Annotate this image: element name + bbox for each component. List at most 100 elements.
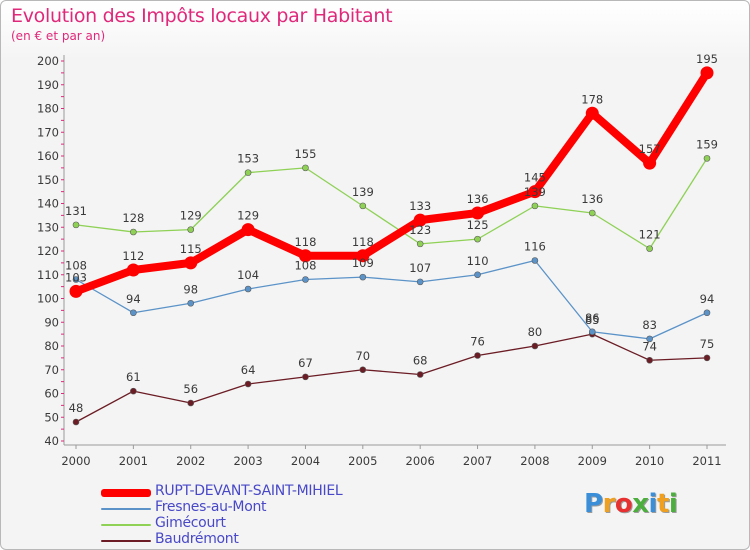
y-tick-label: 130 (37, 220, 59, 234)
data-label: 118 (352, 235, 374, 249)
legend-swatch (101, 524, 151, 526)
data-label: 129 (237, 209, 259, 223)
data-point (474, 271, 481, 279)
logo-letter: x (632, 489, 649, 519)
series-line (72, 68, 711, 296)
data-label: 123 (409, 223, 431, 237)
data-label: 104 (237, 268, 259, 282)
legend-label: Gimécourt (155, 515, 226, 531)
data-point (471, 206, 485, 220)
data-label: 107 (409, 261, 431, 275)
data-label: 178 (581, 92, 603, 106)
data-point (69, 284, 83, 298)
data-label: 75 (700, 337, 715, 351)
y-tick-label: 180 (37, 102, 59, 116)
data-label: 80 (528, 325, 543, 339)
data-point (416, 278, 424, 286)
legend-swatch (101, 508, 151, 510)
data-point (244, 285, 252, 293)
data-label: 67 (298, 356, 313, 370)
data-label: 155 (294, 147, 316, 161)
data-point (359, 366, 367, 374)
data-point (298, 249, 312, 263)
data-point (244, 380, 252, 388)
y-tick-label: 40 (44, 434, 59, 448)
legend-label: RUPT-DEVANT-SAINT-MIHIEL (155, 483, 343, 499)
chart-subtitle: (en € et par an) (11, 29, 106, 43)
data-label: 85 (585, 313, 600, 327)
data-labels: 103 112 115 129 118 118 133 136 145 178 157 195 108 9… (65, 52, 718, 415)
data-point (72, 276, 80, 283)
data-label: 64 (241, 363, 256, 377)
data-point (359, 273, 367, 281)
data-label: 128 (122, 211, 144, 225)
data-point (302, 276, 309, 283)
y-tick-label: 190 (37, 78, 59, 92)
data-label: 70 (355, 349, 370, 363)
data-label: 125 (467, 218, 489, 232)
legend-label: Baudrémont (155, 531, 239, 547)
data-point (531, 342, 539, 350)
logo-letter: r (602, 489, 616, 519)
data-label: 195 (696, 52, 718, 66)
data-label: 61 (126, 370, 141, 384)
data-label: 94 (700, 292, 715, 306)
data-label: 133 (409, 199, 431, 213)
y-tick-label: 150 (37, 173, 59, 187)
x-tick-label: 2011 (692, 454, 721, 468)
x-tick-label: 2005 (348, 454, 377, 468)
x-tick-label: 2002 (176, 454, 205, 468)
y-tick-label: 70 (44, 363, 59, 377)
data-label: 118 (294, 235, 316, 249)
data-point (531, 202, 539, 210)
legend-swatch (101, 489, 151, 497)
data-point (703, 155, 711, 162)
data-point (356, 249, 370, 263)
legend-label: Fresnes-au-Mont (155, 499, 267, 515)
data-point (474, 352, 481, 359)
data-point (416, 371, 424, 378)
data-point (72, 221, 80, 229)
data-point (474, 235, 481, 243)
data-label: 112 (122, 249, 144, 263)
data-point (646, 335, 653, 343)
y-tick-label: 160 (37, 149, 59, 163)
x-tick-label: 2000 (61, 454, 90, 468)
x-tick-label: 2009 (578, 454, 607, 468)
data-label: 157 (639, 142, 661, 156)
data-point (126, 263, 140, 277)
data-label: 108 (294, 259, 316, 273)
data-label: 109 (352, 256, 374, 270)
x-tick-label: 2004 (291, 454, 320, 468)
data-point (72, 418, 80, 426)
proxiti-logo: Proxiti (584, 489, 678, 519)
data-point (187, 226, 195, 233)
data-label: 83 (642, 318, 657, 332)
x-tick-label: 2006 (406, 454, 435, 468)
legend-swatch (101, 540, 151, 542)
y-tick-label: 200 (37, 54, 59, 68)
x-tick-label: 2007 (463, 454, 492, 468)
data-label: 131 (65, 204, 87, 218)
series-points (69, 66, 714, 426)
data-label: 136 (581, 192, 603, 206)
x-tick-label: 2001 (119, 454, 148, 468)
data-point (241, 223, 255, 237)
data-label: 68 (413, 354, 428, 368)
data-label: 110 (467, 254, 489, 268)
data-point (528, 185, 542, 199)
series-line (75, 333, 708, 423)
data-point (302, 373, 309, 381)
data-point (187, 299, 195, 307)
data-point (359, 202, 367, 210)
series-line (75, 157, 708, 250)
data-label: 76 (470, 335, 485, 349)
y-tick-label: 170 (37, 125, 59, 139)
data-label: 48 (69, 401, 84, 415)
data-point (244, 169, 252, 176)
x-tick-label: 2010 (635, 454, 664, 468)
data-point (585, 106, 599, 120)
data-label: 139 (352, 185, 374, 199)
data-point (588, 209, 596, 217)
data-label: 56 (183, 382, 198, 396)
